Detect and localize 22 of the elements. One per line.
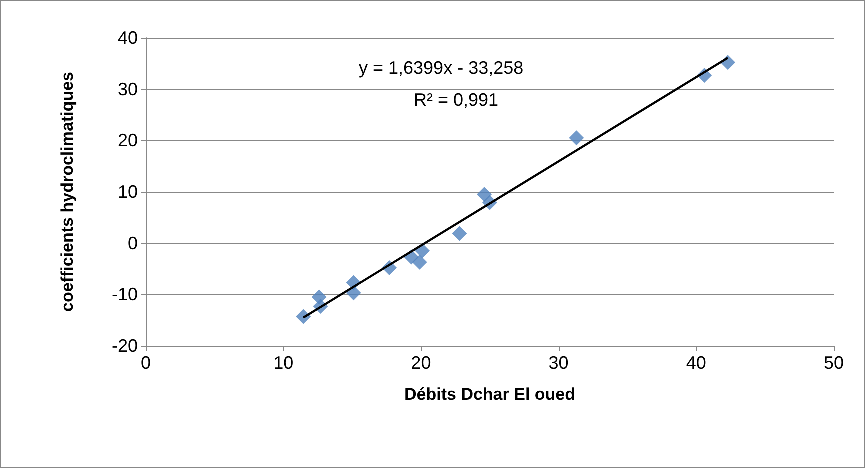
point bbox=[569, 130, 584, 146]
y-tick-label: 20 bbox=[118, 130, 138, 151]
y-tick-label: 0 bbox=[128, 233, 138, 254]
y-tick-label: 30 bbox=[118, 79, 138, 100]
y-axis-title: coefficients hydroclimatiques bbox=[58, 72, 77, 312]
point bbox=[412, 254, 428, 270]
x-tick-label: 30 bbox=[548, 353, 569, 373]
x-tick-label: 20 bbox=[411, 353, 432, 373]
x-axis-title: Débits Dchar El oued bbox=[404, 385, 576, 404]
point bbox=[476, 187, 492, 202]
x-tick-label: 10 bbox=[274, 353, 294, 373]
y-tick-label: 10 bbox=[118, 182, 138, 202]
point bbox=[415, 244, 430, 259]
point bbox=[452, 226, 468, 242]
y-tick-label: 40 bbox=[118, 28, 138, 48]
y-tick-label: -20 bbox=[112, 336, 138, 356]
y-tick-label: -10 bbox=[112, 284, 138, 305]
x-tick-label: 40 bbox=[686, 353, 706, 373]
x-tick-label: 0 bbox=[140, 353, 152, 373]
x-tick-label: 50 bbox=[824, 353, 844, 373]
annotation: y = 1,6399x - 33,258 bbox=[359, 58, 524, 78]
annotation: R² = 0,991 bbox=[414, 90, 499, 110]
